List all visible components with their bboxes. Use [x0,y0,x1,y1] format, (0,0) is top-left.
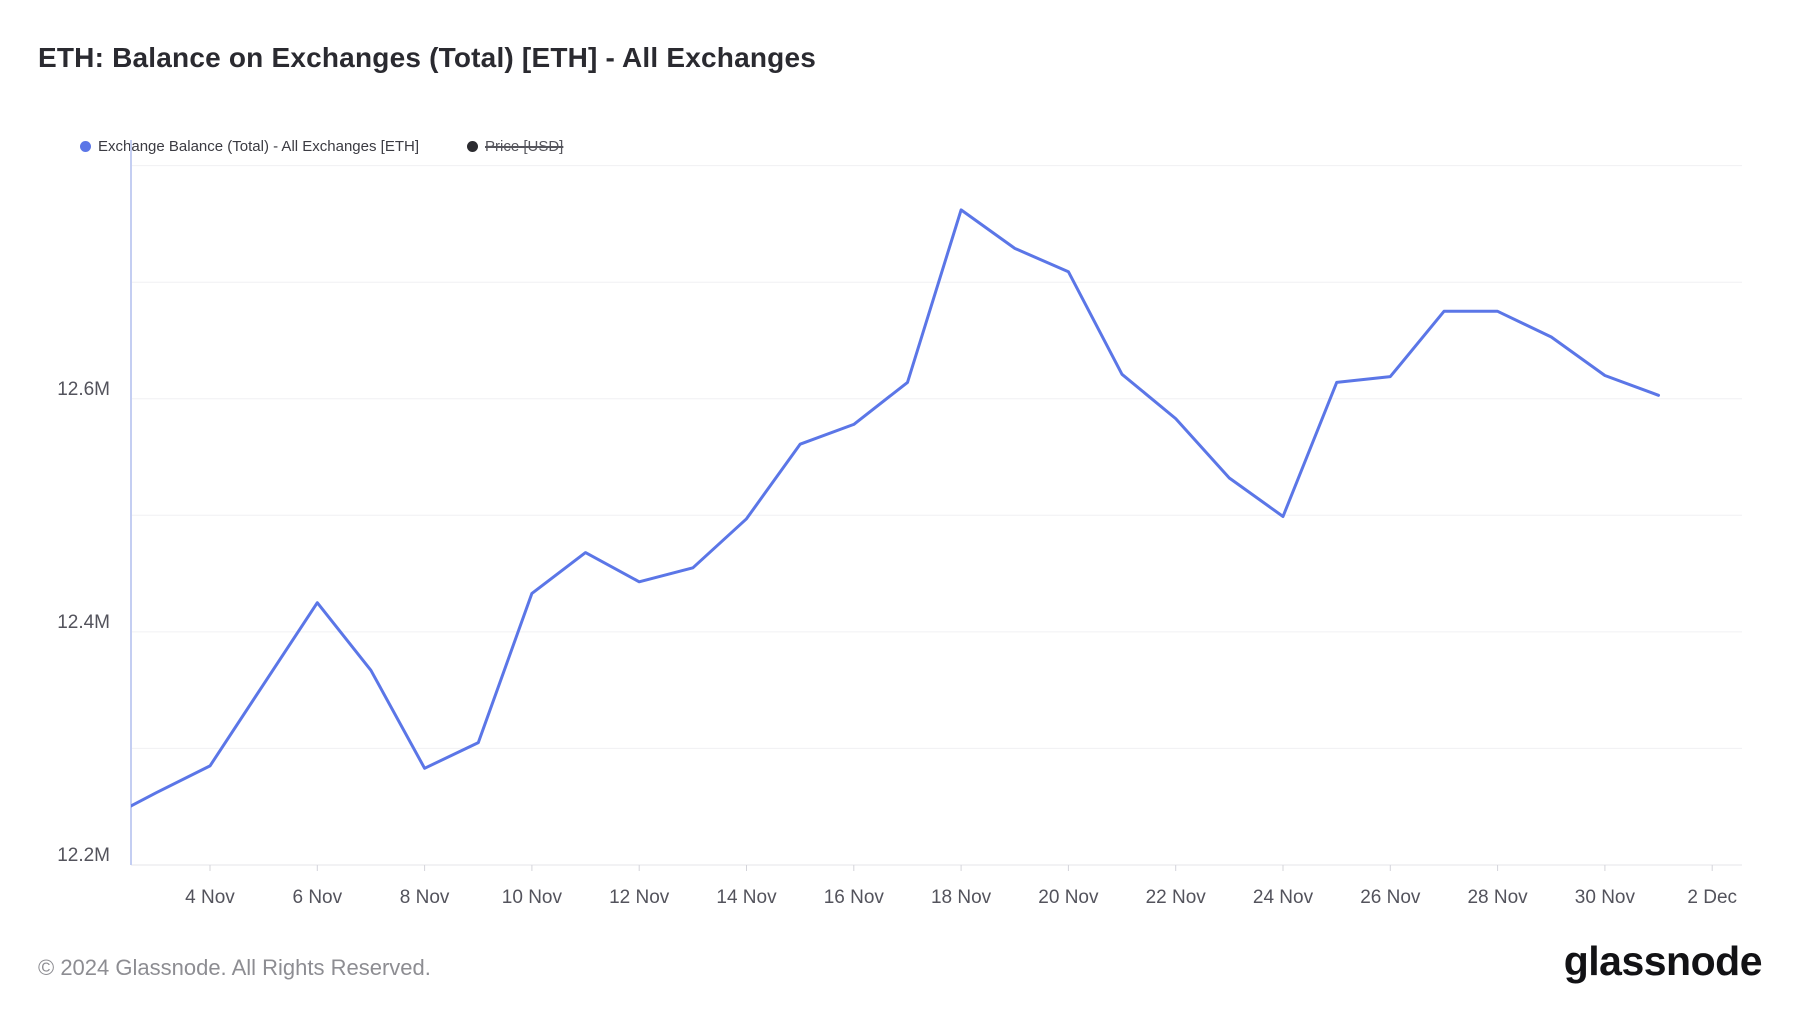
x-tick-label: 16 Nov [824,887,885,908]
x-tick-label: 2 Dec [1687,887,1737,908]
copyright-text: © 2024 Glassnode. All Rights Reserved. [38,955,431,980]
legend-dot-price-usd-icon [467,141,478,152]
y-tick-label: 12.6M [57,379,110,400]
x-tick-label: 28 Nov [1467,887,1528,908]
x-tick-label: 24 Nov [1253,887,1314,908]
legend-item-exchange-balance[interactable]: Exchange Balance (Total) - All Exchanges… [80,138,419,155]
plot-area[interactable] [131,140,1742,865]
legend-dot-exchange-balance-icon [80,141,91,152]
x-tick-label: 4 Nov [185,887,235,908]
series-line-0 [131,208,1660,808]
legend-label-exchange-balance: Exchange Balance (Total) - All Exchanges… [98,138,419,155]
x-tick-label: 26 Nov [1360,887,1421,908]
legend: Exchange Balance (Total) - All Exchanges… [80,138,563,155]
x-tick-label: 10 Nov [502,887,563,908]
x-tick-label: 14 Nov [716,887,777,908]
x-tick-label: 22 Nov [1146,887,1207,908]
y-tick-label: 12.2M [57,845,110,866]
x-tick-label: 12 Nov [609,887,670,908]
x-tick-label: 20 Nov [1038,887,1099,908]
x-tick-label: 6 Nov [292,887,342,908]
y-tick-label: 12.4M [57,612,110,633]
glassnode-logo: glassnode [1563,938,1763,984]
x-tick-label: 8 Nov [400,887,450,908]
page-title: ETH: Balance on Exchanges (Total) [ETH] … [38,42,817,73]
x-tick-label: 18 Nov [931,887,992,908]
x-tick-label: 30 Nov [1575,887,1636,908]
legend-label-price-usd: Price [USD] [485,138,563,155]
legend-item-price-usd[interactable]: Price [USD] [467,138,563,155]
